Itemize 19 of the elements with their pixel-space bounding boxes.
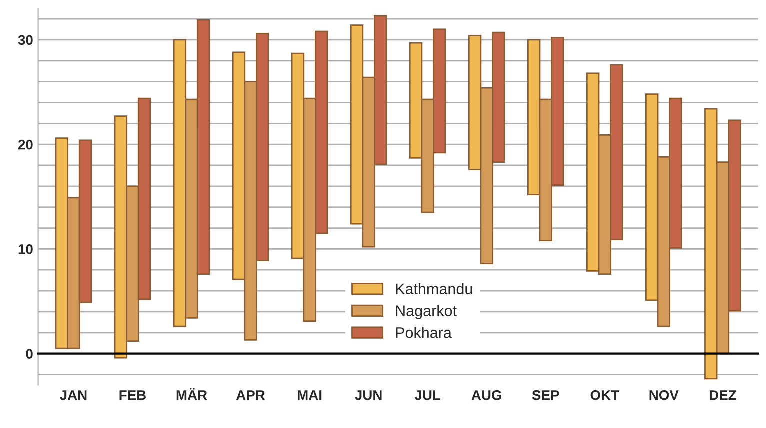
x-tick-label: OKT [590, 390, 620, 400]
x-tick-label: JAN [60, 390, 87, 400]
x-tick-label: MÄR [176, 388, 208, 400]
x-tick-label: MAI [298, 390, 322, 400]
x-tick-label: NOV [650, 390, 679, 400]
y-tick-label: 0 [26, 349, 33, 359]
x-tick-label: APR [236, 390, 266, 400]
x-tick-label: FEB [120, 390, 146, 400]
y-tick-label: 30 [18, 35, 33, 46]
x-tick-label: DEZ [710, 390, 736, 400]
x-tick-label: JUL [414, 390, 441, 400]
y-tick-label: 10 [18, 244, 33, 254]
x-tick-label: JUN [355, 390, 382, 400]
legend-label: Pokhara [396, 327, 452, 338]
legend-label: Nagarkot [396, 305, 457, 320]
x-tick-label: SEP [532, 390, 560, 400]
legend-label: Kathmandu [396, 283, 472, 295]
y-tick-label: 20 [18, 140, 33, 150]
x-tick-label: AUG [472, 390, 502, 400]
